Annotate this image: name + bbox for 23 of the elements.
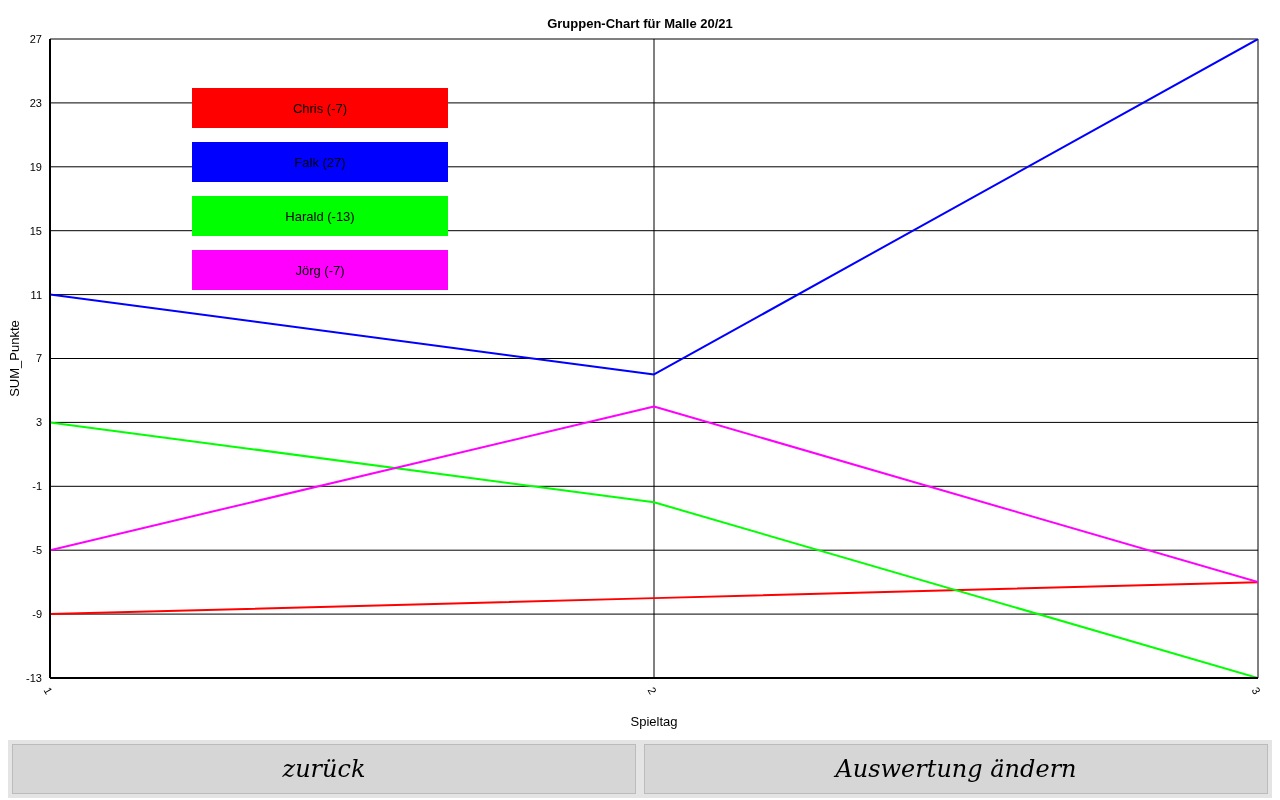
- button: zurück: [12, 744, 636, 794]
- y-tick-label: 3: [35, 416, 42, 429]
- chart-title: Gruppen-Chart für Malle 20/21: [546, 16, 734, 31]
- x-tick-label: 2: [645, 684, 659, 697]
- button: Auswertung ändern: [644, 744, 1268, 794]
- y-axis-title: SUM_Punkte: [6, 320, 22, 397]
- y-tick-label: 27: [29, 32, 42, 45]
- x-tick-label: 3: [1249, 684, 1263, 697]
- text: Falk (27): [192, 142, 448, 182]
- text: Jörg (-7): [192, 250, 448, 290]
- x-axis-title: Spieltag: [630, 714, 678, 729]
- y-tick-label: -13: [26, 671, 42, 684]
- y-tick-label: 7: [35, 352, 42, 365]
- y-tick-label: -5: [32, 544, 42, 557]
- x-tick-label: 1: [41, 684, 55, 697]
- text: Harald (-13): [192, 196, 448, 236]
- y-tick-label: -1: [32, 480, 42, 493]
- y-tick-label: 15: [29, 224, 42, 237]
- text: Chris (-7): [192, 88, 448, 128]
- y-tick-label: 19: [29, 160, 42, 173]
- y-tick-label: 11: [30, 288, 42, 301]
- y-tick-label: 23: [29, 96, 42, 109]
- y-tick-label: -9: [32, 608, 42, 621]
